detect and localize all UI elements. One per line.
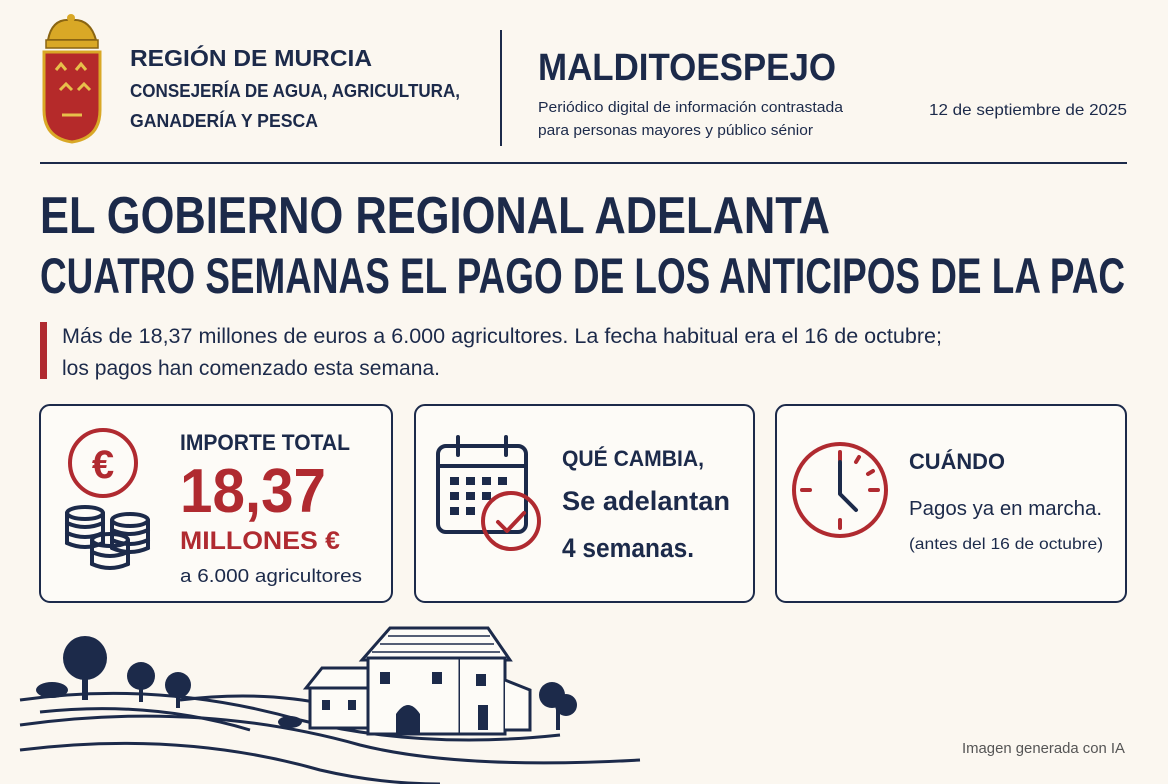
card-title: QUÉ CAMBIA, xyxy=(562,446,704,471)
card-line: 4 semanas. xyxy=(562,533,694,563)
tagline: para personas mayores y público sénior xyxy=(538,122,813,139)
headline: CUATRO SEMANAS EL PAGO DE LOS ANTICIPOS … xyxy=(40,248,1125,304)
lead: los pagos han comenzado esta semana. xyxy=(62,357,440,380)
lead-bar xyxy=(40,322,47,379)
org-line: GANADERÍA Y PESCA xyxy=(130,110,318,131)
card-line: Pagos ya en marcha. xyxy=(909,498,1102,520)
card-title: IMPORTE TOTAL xyxy=(180,430,350,455)
org-line: CONSEJERÍA DE AGUA, AGRICULTURA, xyxy=(130,80,460,101)
date: 12 de septiembre de 2025 xyxy=(929,102,1127,119)
card-line: Se adelantan xyxy=(562,486,730,516)
headline: EL GOBIERNO REGIONAL ADELANTA xyxy=(40,187,830,245)
card-title: CUÁNDO xyxy=(909,449,1005,474)
lead: Más de 18,37 millones de euros a 6.000 a… xyxy=(62,325,942,348)
card xyxy=(775,404,1127,603)
euro-icon: € xyxy=(65,428,150,570)
svg-text:€: € xyxy=(92,443,114,487)
card-value: 18,37 xyxy=(180,457,326,526)
coat-of-arms xyxy=(42,14,102,144)
org-line: REGIÓN DE MURCIA xyxy=(130,44,372,71)
card xyxy=(414,404,755,603)
tagline: Periódico digital de información contras… xyxy=(538,99,844,116)
card-line: (antes del 16 de octubre) xyxy=(909,536,1103,553)
publication-name: MALDITOESPEJO xyxy=(538,47,836,89)
card-note: a 6.000 agricultores xyxy=(180,566,362,586)
landscape-illustration xyxy=(19,626,641,784)
clock-icon xyxy=(792,442,888,538)
credit: Imagen generada con IA xyxy=(962,740,1125,757)
calendar-icon xyxy=(436,435,541,551)
card-unit: MILLONES € xyxy=(180,527,340,555)
